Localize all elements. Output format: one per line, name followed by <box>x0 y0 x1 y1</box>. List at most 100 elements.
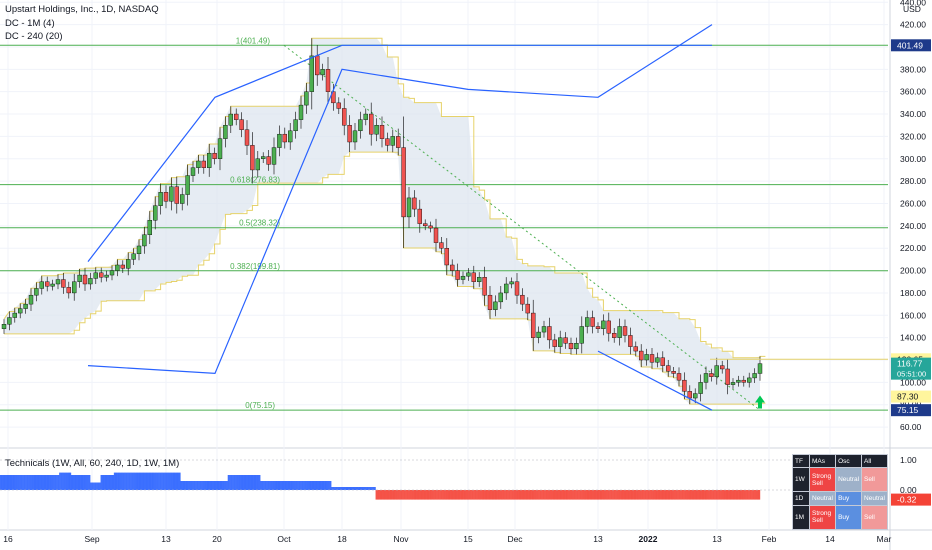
candle-body <box>633 346 638 352</box>
technicals-bar <box>581 490 583 500</box>
candle-body <box>98 272 104 278</box>
technicals-bar <box>563 490 566 500</box>
technicals-bar <box>20 475 23 490</box>
technicals-bar <box>202 481 205 490</box>
technicals-bar <box>634 490 636 500</box>
time-tick-label: Sep <box>84 534 99 544</box>
candle-body <box>644 354 649 361</box>
technicals-bar <box>208 481 211 490</box>
technicals-bar <box>708 490 710 500</box>
technicals-bar <box>384 490 387 500</box>
technicals-bar <box>320 481 323 490</box>
technicals-bar <box>283 481 286 490</box>
technicals-bar <box>335 487 338 490</box>
technicals-legend[interactable]: Technicals (1W, All, 60, 240, 1D, 1W, 1M… <box>5 458 180 469</box>
technicals-bar <box>53 475 55 490</box>
time-axis[interactable]: 16 Sep 13 20 Oct 18 Nov 15 Dec 13 2022 13 Feb 14 Mar <box>3 534 891 544</box>
technicals-bar <box>622 490 625 500</box>
technicals-bar <box>167 472 169 490</box>
time-tick-label: 20 <box>212 534 222 544</box>
technicals-bar <box>453 490 456 500</box>
candle-body <box>493 301 498 310</box>
technicals-bar <box>749 490 752 500</box>
technicals-bar <box>436 490 438 500</box>
technicals-bar <box>239 475 242 490</box>
technicals-bar <box>144 472 147 490</box>
candle-body <box>115 264 120 271</box>
indicator-legend-1[interactable]: DC - 1M (4) <box>5 18 55 29</box>
candle-body <box>266 156 271 165</box>
technicals-oscillator: 1.00 0.00-0.32 <box>0 455 931 506</box>
fib-level-label: 0.618(276.83) <box>230 176 280 185</box>
candle-body <box>255 158 261 171</box>
technicals-bar <box>390 490 393 500</box>
indicator-legend-2[interactable]: DC - 240 (20) <box>5 31 63 42</box>
osc-value-tag <box>891 493 931 506</box>
candle-body <box>531 312 536 338</box>
technicals-bar <box>449 490 452 500</box>
technicals-bar <box>153 472 156 490</box>
technicals-bar <box>604 490 607 500</box>
technicals-bar <box>377 490 379 500</box>
candle-body <box>466 272 471 277</box>
technicals-bar <box>260 481 262 490</box>
technicals-bar <box>554 490 557 500</box>
technicals-bar <box>257 475 259 490</box>
technicals-bar <box>270 481 273 490</box>
technicals-bar <box>539 490 542 500</box>
technicals-bar <box>359 487 361 490</box>
technicals-bar <box>699 490 702 500</box>
technicals-bar <box>736 490 739 500</box>
technicals-bar <box>752 490 755 500</box>
candle-body <box>309 55 314 92</box>
technicals-bar <box>291 481 293 490</box>
candle-body <box>579 326 584 344</box>
row-tf: 1D <box>792 491 810 506</box>
technicals-bar <box>164 472 166 490</box>
technicals-bar <box>542 490 545 500</box>
candle-body <box>131 253 136 260</box>
time-tick-label: Mar <box>877 534 892 544</box>
technicals-bar <box>100 475 103 490</box>
row-mas: Strong Sell <box>808 504 837 531</box>
technicals-bar <box>313 481 316 490</box>
technicals-bar <box>742 490 744 500</box>
technicals-bar <box>644 490 647 500</box>
technicals-bar <box>572 490 574 500</box>
technicals-bar <box>660 490 663 500</box>
technicals-bar <box>380 490 382 500</box>
technicals-bar <box>600 490 602 500</box>
technicals-bar <box>408 490 410 500</box>
technicals-bar <box>25 475 27 490</box>
candle-body <box>358 119 363 132</box>
technicals-bar <box>243 475 246 490</box>
osc-value-label: -0.32 <box>897 495 917 505</box>
technicals-bar <box>613 490 616 500</box>
candle-body <box>552 339 557 347</box>
candle-body <box>487 294 493 310</box>
technicals-bar <box>26 475 29 490</box>
symbol-title[interactable]: Upstart Holdings, Inc., 1D, NASDAQ <box>5 4 159 15</box>
technicals-bar <box>576 490 579 500</box>
candle-body <box>585 317 590 327</box>
technicals-bar <box>343 487 345 490</box>
technicals-bar <box>514 490 517 500</box>
candle-body <box>385 138 390 146</box>
technicals-bar <box>391 490 394 500</box>
technicals-bar <box>59 472 61 490</box>
technicals-bar <box>288 481 291 490</box>
row-osc: Buy <box>835 504 863 531</box>
technicals-bar <box>657 490 660 500</box>
row-osc: Neutral <box>835 466 863 493</box>
technicals-bar <box>567 490 570 500</box>
technicals-bar <box>495 490 498 500</box>
technicals-bar <box>607 490 610 500</box>
candle-body <box>120 264 126 269</box>
technicals-bar <box>106 475 109 490</box>
technicals-bar <box>292 481 295 490</box>
candle-body <box>18 308 23 314</box>
technicals-bar <box>573 490 576 500</box>
technicals-bar <box>609 490 611 500</box>
technicals-bar <box>285 481 288 490</box>
